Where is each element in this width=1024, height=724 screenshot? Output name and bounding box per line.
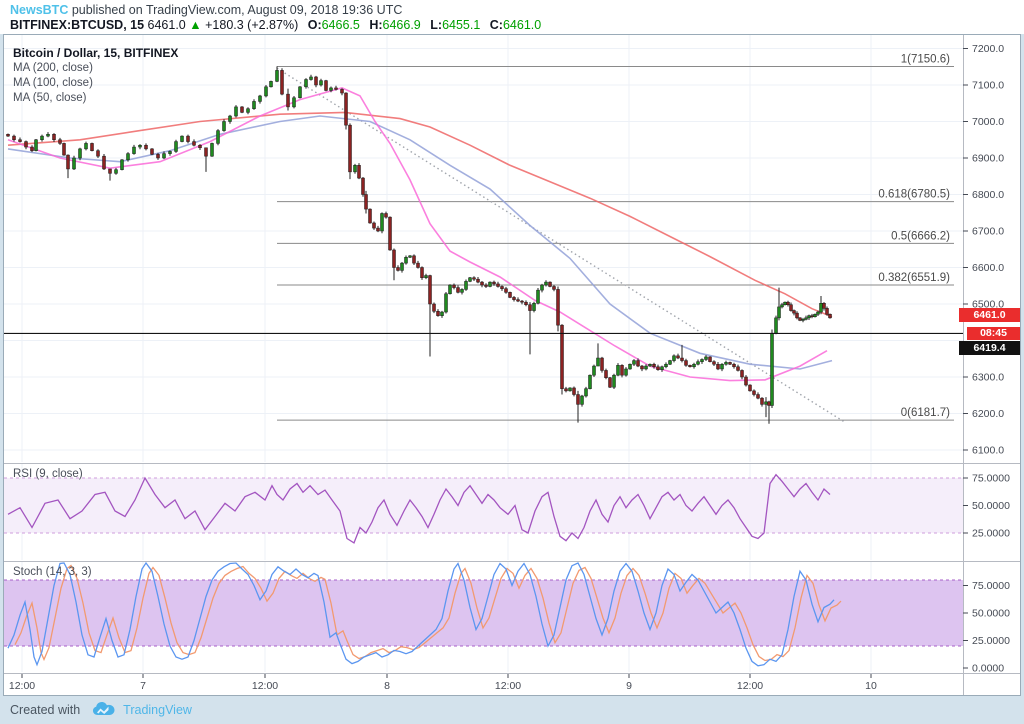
svg-text:12:00: 12:00 <box>737 680 763 692</box>
stoch-pane-label: Stoch (14, 3, 3) <box>13 566 92 578</box>
svg-text:8: 8 <box>384 680 390 692</box>
svg-text:6800.0: 6800.0 <box>972 189 1004 201</box>
rsi-pane-label: RSI (9, close) <box>13 468 83 480</box>
ticker-change: +180.3 (+2.87%) <box>205 18 299 32</box>
footer: Created with TradingView <box>0 696 1024 724</box>
svg-text:7200.0: 7200.0 <box>972 43 1004 55</box>
countdown-badge: 08:45 <box>967 327 1020 340</box>
svg-text:0(6181.7): 0(6181.7) <box>901 407 950 419</box>
ma100-line <box>7 115 833 370</box>
chart-card: Bitcoin / Dollar, 15, BITFINEX MA (200, … <box>3 34 1021 696</box>
high-label: H: <box>369 18 383 32</box>
ticker-last: 6461.0 <box>147 18 186 32</box>
svg-text:6200.0: 6200.0 <box>972 408 1004 420</box>
publish-header: NewsBTC published on TradingView.com, Au… <box>0 0 1024 34</box>
svg-text:25.0000: 25.0000 <box>972 635 1010 647</box>
svg-text:75.0000: 75.0000 <box>972 580 1010 592</box>
svg-text:12:00: 12:00 <box>495 680 521 692</box>
open-label: O: <box>307 18 322 32</box>
high-value: 6466.9 <box>382 18 421 32</box>
svg-text:50.0000: 50.0000 <box>972 608 1010 620</box>
tradingview-logo-icon <box>92 701 116 719</box>
low-value: 6455.1 <box>442 18 481 32</box>
svg-text:10: 10 <box>865 680 877 692</box>
publish-text: published on TradingView.com, August 09,… <box>68 3 403 17</box>
stoch-k-line <box>7 561 835 667</box>
publish-line: NewsBTC published on TradingView.com, Au… <box>10 3 402 17</box>
fib-layer: 1(7150.6) 0.618(6780.5) 0.5(6666.2) 0.382(6… <box>277 54 954 421</box>
tradingview-brand[interactable]: TradingView <box>123 703 192 717</box>
svg-text:7000.0: 7000.0 <box>972 116 1004 128</box>
rsi-pane <box>4 473 963 544</box>
svg-text:1(7150.6): 1(7150.6) <box>901 54 950 66</box>
svg-text:6500.0: 6500.0 <box>972 299 1004 311</box>
created-with-text: Created with <box>10 703 81 717</box>
ticker-line: BITFINEX:BTCUSD, 15 6461.0 ▲ +180.3 (+2.… <box>10 18 541 32</box>
svg-text:7: 7 <box>140 680 146 692</box>
ticker-symbol: BITFINEX:BTCUSD, 15 <box>10 18 145 32</box>
publisher-name: NewsBTC <box>10 3 69 17</box>
svg-text:0.382(6551.9): 0.382(6551.9) <box>878 272 950 284</box>
svg-text:6900.0: 6900.0 <box>972 153 1004 165</box>
svg-text:6300.0: 6300.0 <box>972 372 1004 384</box>
rsi-line <box>7 473 831 544</box>
svg-text:6600.0: 6600.0 <box>972 262 1004 274</box>
svg-text:7100.0: 7100.0 <box>972 80 1004 92</box>
svg-text:12:00: 12:00 <box>9 680 35 692</box>
svg-text:0.618(6780.5): 0.618(6780.5) <box>878 189 950 201</box>
open-value: 6466.5 <box>321 18 360 32</box>
ma200-line <box>7 111 833 318</box>
prev-price-badge: 6419.4 <box>959 341 1020 355</box>
svg-text:50.0000: 50.0000 <box>972 500 1010 512</box>
close-value: 6461.0 <box>502 18 542 32</box>
price-axis[interactable]: 7200.0 7100.0 7000.0 6900.0 6800.0 6700.0 6600… <box>963 43 1010 675</box>
stoch-d-line <box>14 564 842 662</box>
stoch-pane <box>4 561 963 667</box>
close-label: C: <box>489 18 503 32</box>
up-arrow-icon: ▲ <box>189 18 202 32</box>
svg-text:9: 9 <box>626 680 632 692</box>
svg-text:75.0000: 75.0000 <box>972 473 1010 485</box>
candles-layer <box>6 66 832 424</box>
svg-text:6700.0: 6700.0 <box>972 226 1004 238</box>
last-price-badge: 6461.0 <box>959 308 1020 322</box>
time-axis[interactable]: 12:00 7 12:00 8 12:00 9 12:00 10 <box>9 674 877 692</box>
svg-text:6100.0: 6100.0 <box>972 445 1004 457</box>
low-label: L: <box>430 18 443 32</box>
svg-text:12:00: 12:00 <box>252 680 278 692</box>
svg-text:25.0000: 25.0000 <box>972 528 1010 540</box>
svg-text:0.5(6666.2): 0.5(6666.2) <box>891 230 950 242</box>
chart-svg[interactable]: 1(7150.6) 0.618(6780.5) 0.5(6666.2) 0.382(6… <box>4 35 1020 695</box>
svg-text:0.0000: 0.0000 <box>972 663 1004 675</box>
